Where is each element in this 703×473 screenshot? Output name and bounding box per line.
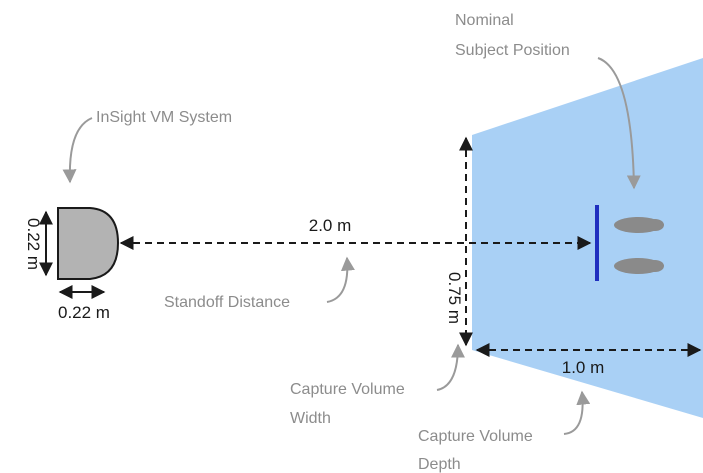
device-callout-arrow (62, 117, 93, 184)
subject-callout-arrow (597, 57, 641, 190)
standoff-value-label: 2.0 m (309, 216, 352, 235)
camera-device-icon (57, 207, 120, 280)
subject-label-line1: Nominal (455, 12, 514, 29)
standoff-callout-arrow (326, 256, 355, 303)
right-footprint-toe (646, 260, 664, 272)
device-label: InSight VM System (96, 109, 232, 126)
device-width-label: 0.22 m (58, 303, 110, 322)
volume-width-label-line1: Capture Volume (290, 381, 405, 398)
left-footprint-toe (646, 219, 664, 231)
volume-depth-label-line2: Depth (418, 456, 461, 473)
volume-depth-value-label: 1.0 m (562, 358, 605, 377)
volume-width-callout-arrow (436, 343, 465, 391)
volume-width-label-line2: Width (290, 410, 331, 427)
device-height-label: 0.22 m (24, 218, 43, 270)
standoff-label: Standoff Distance (164, 294, 290, 311)
volume-height-label: 0.75 m (445, 272, 464, 324)
volume-depth-label-line1: Capture Volume (418, 428, 533, 445)
volume-depth-callout-arrow (563, 390, 591, 435)
subject-label-line2: Subject Position (455, 42, 570, 59)
